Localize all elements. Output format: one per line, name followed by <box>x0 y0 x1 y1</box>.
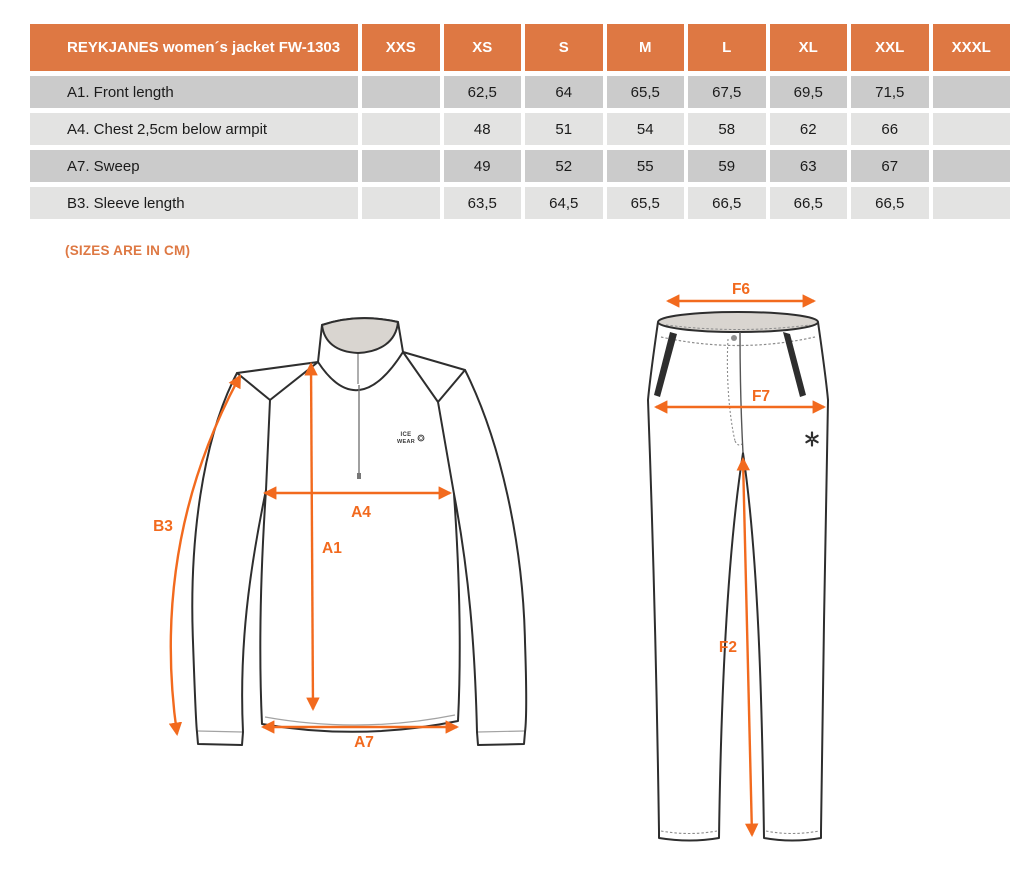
pants-stitching <box>660 324 820 835</box>
value-cell: 71,5 <box>851 76 929 108</box>
arrow-f2-inseam <box>736 456 759 838</box>
value-cell: 66,5 <box>688 187 766 219</box>
value-cell <box>932 113 1010 145</box>
value-cell: 64 <box>525 76 603 108</box>
size-header-xxxl: XXXL <box>932 24 1010 71</box>
icewear-logo: ICE WEAR <box>397 432 425 445</box>
value-cell: 66 <box>851 113 929 145</box>
value-cell <box>362 150 440 182</box>
label-a1: A1 <box>322 540 342 557</box>
value-cell: 55 <box>606 150 684 182</box>
sizes-unit-note: (SIZES ARE IN CM) <box>65 243 191 258</box>
value-cell: 67 <box>851 150 929 182</box>
value-cell: 66,5 <box>851 187 929 219</box>
value-cell: 52 <box>525 150 603 182</box>
value-cell: 65,5 <box>606 187 684 219</box>
row-label-chest: A4. Chest 2,5cm below armpit <box>30 113 358 145</box>
size-header-s: S <box>525 24 603 71</box>
value-cell: 51 <box>525 113 603 145</box>
pants-measurement-arrows <box>653 294 827 838</box>
label-f6: F6 <box>732 281 750 298</box>
pants-diagram: F6 F7 F2 <box>647 281 829 842</box>
size-header-xs: XS <box>443 24 521 71</box>
value-cell <box>932 187 1010 219</box>
jacket-measurement-arrows <box>168 361 460 736</box>
jacket-diagram: ICE WEAR B3 A1 A4 A7 <box>153 317 528 751</box>
size-chart-table: REYKJANES women´s jacket FW-1303 XXS XS … <box>30 24 1010 219</box>
pocket-right <box>783 332 806 397</box>
snowflake-icon <box>805 431 819 447</box>
label-a7: A7 <box>354 734 374 751</box>
arrow-a1-front <box>304 361 320 712</box>
arrow-b3-sleeve <box>168 374 242 736</box>
value-cell: 59 <box>688 150 766 182</box>
value-cell <box>932 76 1010 108</box>
value-cell: 67,5 <box>688 76 766 108</box>
label-f2: F2 <box>719 639 737 656</box>
value-cell <box>362 113 440 145</box>
label-f7: F7 <box>752 388 770 405</box>
value-cell: 65,5 <box>606 76 684 108</box>
row-label-sweep: A7. Sweep <box>30 150 358 182</box>
value-cell: 64,5 <box>525 187 603 219</box>
row-label-front-length: A1. Front length <box>30 76 358 108</box>
value-cell: 69,5 <box>769 76 847 108</box>
size-header-xl: XL <box>769 24 847 71</box>
value-cell: 48 <box>443 113 521 145</box>
label-a4: A4 <box>351 504 371 521</box>
value-cell: 62,5 <box>443 76 521 108</box>
waist-opening <box>657 311 819 333</box>
value-cell: 62 <box>769 113 847 145</box>
value-cell: 63,5 <box>443 187 521 219</box>
logo-text-line1: ICE <box>401 432 412 438</box>
row-label-sleeve-length: B3. Sleeve length <box>30 187 358 219</box>
size-header-xxs: XXS <box>362 24 440 71</box>
collar-inner <box>321 317 399 354</box>
value-cell: 58 <box>688 113 766 145</box>
jacket-outline <box>191 317 528 746</box>
fly-seam <box>739 331 744 454</box>
label-b3: B3 <box>153 518 173 535</box>
size-header-l: L <box>688 24 766 71</box>
value-cell <box>932 150 1010 182</box>
pocket-left <box>654 332 677 397</box>
value-cell: 66,5 <box>769 187 847 219</box>
value-cell <box>362 76 440 108</box>
value-cell: 49 <box>443 150 521 182</box>
logo-text-line2: WEAR <box>397 439 415 445</box>
jacket-zipper <box>357 354 361 479</box>
table-title: REYKJANES women´s jacket FW-1303 <box>30 24 358 71</box>
size-header-m: M <box>606 24 684 71</box>
waist-button <box>731 335 737 341</box>
value-cell: 63 <box>769 150 847 182</box>
value-cell <box>362 187 440 219</box>
size-header-xxl: XXL <box>851 24 929 71</box>
value-cell: 54 <box>606 113 684 145</box>
snowflake-icon <box>417 434 425 442</box>
